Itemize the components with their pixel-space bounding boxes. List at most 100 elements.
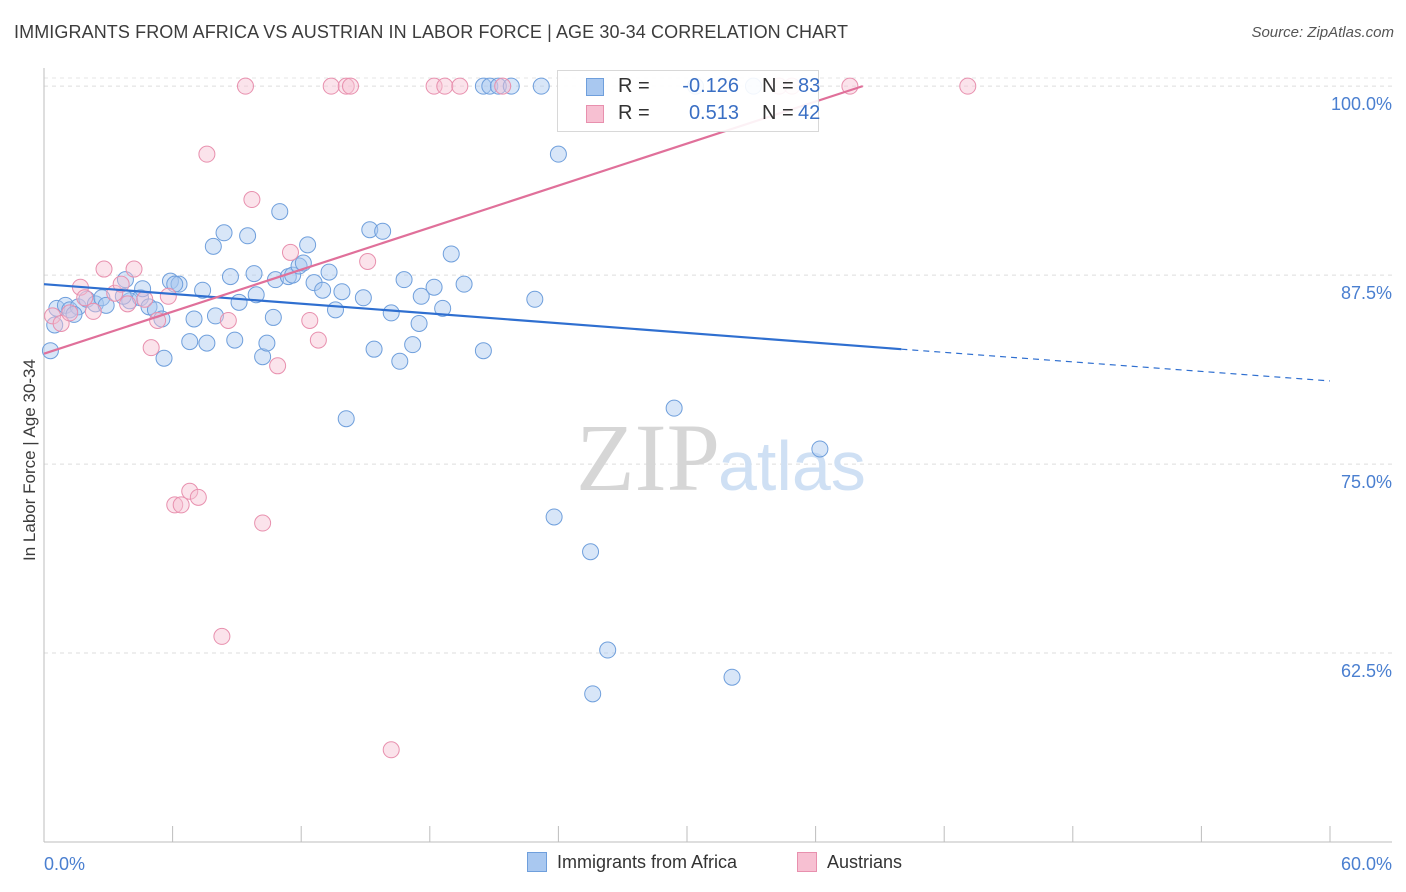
point-africa bbox=[185, 310, 203, 328]
point-africa bbox=[481, 77, 499, 95]
point-africa bbox=[665, 399, 683, 417]
point-africa bbox=[474, 342, 492, 360]
stats-box: R = -0.126 N = 83 R = 0.513 N = 42 bbox=[557, 70, 821, 132]
point-africa bbox=[410, 314, 428, 332]
point-austrians bbox=[219, 311, 237, 329]
point-austrians bbox=[159, 287, 177, 305]
point-africa bbox=[230, 293, 248, 311]
point-austrians bbox=[341, 77, 359, 95]
point-africa bbox=[526, 290, 544, 308]
y-tick-label: 62.5% bbox=[1341, 661, 1392, 681]
point-austrians bbox=[451, 77, 469, 95]
point-austrians bbox=[269, 357, 287, 375]
y-tick-label: 87.5% bbox=[1341, 283, 1392, 303]
n-value: 83 bbox=[798, 75, 821, 97]
point-africa bbox=[434, 299, 452, 317]
stats-swatch-austrians bbox=[586, 105, 604, 123]
point-africa bbox=[404, 336, 422, 354]
legend-swatch-austrians bbox=[797, 852, 817, 872]
point-africa bbox=[206, 307, 224, 325]
point-austrians bbox=[149, 311, 167, 329]
trend-line-africa-extrapolated bbox=[901, 348, 1331, 382]
point-africa bbox=[382, 304, 400, 322]
point-africa bbox=[181, 333, 199, 351]
point-africa bbox=[545, 508, 563, 526]
point-africa bbox=[215, 224, 233, 242]
point-africa bbox=[354, 289, 372, 307]
point-africa bbox=[299, 236, 317, 254]
point-austrians bbox=[198, 145, 216, 163]
axes bbox=[43, 68, 1392, 843]
legend-item-austrians[interactable]: Austrians bbox=[797, 852, 902, 873]
point-africa bbox=[221, 268, 239, 286]
point-austrians bbox=[436, 77, 454, 95]
y-tick-label: 75.0% bbox=[1341, 472, 1392, 492]
r-value: 0.513 bbox=[688, 102, 739, 124]
trend-line-africa bbox=[43, 283, 902, 351]
point-africa bbox=[455, 275, 473, 293]
point-africa bbox=[198, 334, 216, 352]
point-africa bbox=[258, 334, 276, 352]
point-austrians bbox=[76, 289, 94, 307]
r-value: -0.126 bbox=[682, 75, 739, 97]
legend-label-africa: Immigrants from Africa bbox=[557, 852, 738, 872]
point-austrians bbox=[181, 482, 199, 500]
point-austrians bbox=[172, 496, 190, 514]
point-africa bbox=[502, 77, 520, 95]
legend-item-africa[interactable]: Immigrants from Africa bbox=[527, 852, 737, 873]
point-africa bbox=[245, 265, 263, 283]
point-africa bbox=[474, 77, 492, 95]
point-africa bbox=[337, 410, 355, 428]
watermark-atlas: atlas bbox=[718, 427, 866, 505]
point-africa bbox=[584, 685, 602, 703]
x-tick-label: 0.0% bbox=[44, 854, 85, 874]
point-austrians bbox=[125, 260, 143, 278]
point-austrians bbox=[112, 275, 130, 293]
point-austrians bbox=[136, 290, 154, 308]
point-africa bbox=[412, 287, 430, 305]
point-africa bbox=[194, 281, 212, 299]
point-africa bbox=[247, 286, 265, 304]
point-africa bbox=[155, 349, 173, 367]
point-africa bbox=[333, 283, 351, 301]
point-africa bbox=[226, 331, 244, 349]
point-africa bbox=[723, 668, 741, 686]
point-austrians bbox=[213, 627, 231, 645]
point-africa bbox=[391, 352, 409, 370]
point-africa bbox=[582, 543, 600, 561]
n-value: 42 bbox=[798, 102, 821, 124]
data-points bbox=[41, 77, 977, 759]
point-africa bbox=[204, 237, 222, 255]
point-africa bbox=[532, 77, 550, 95]
point-austrians bbox=[494, 77, 512, 95]
point-africa bbox=[326, 301, 344, 319]
point-africa bbox=[489, 77, 507, 95]
point-africa bbox=[239, 227, 257, 245]
point-austrians bbox=[309, 331, 327, 349]
point-austrians bbox=[243, 191, 261, 209]
point-africa bbox=[599, 641, 617, 659]
point-africa bbox=[365, 340, 383, 358]
point-austrians bbox=[95, 260, 113, 278]
legend-label-austrians: Austrians bbox=[827, 852, 903, 872]
n-label: N = bbox=[762, 102, 794, 124]
point-austrians bbox=[959, 77, 977, 95]
n-label: N = bbox=[762, 75, 794, 97]
point-africa bbox=[320, 263, 338, 281]
x-tick-label: 60.0% bbox=[1341, 854, 1392, 874]
source-label: Source: ZipAtlas.com bbox=[1251, 24, 1394, 41]
point-austrians bbox=[236, 77, 254, 95]
tick-labels: 100.0% 87.5% 75.0% 62.5% 0.0% 60.0% bbox=[44, 94, 1392, 874]
point-austrians bbox=[189, 488, 207, 506]
chart-title: IMMIGRANTS FROM AFRICA VS AUSTRIAN IN LA… bbox=[14, 22, 849, 42]
point-africa bbox=[170, 275, 188, 293]
point-austrians bbox=[359, 253, 377, 270]
point-austrians bbox=[254, 514, 272, 532]
y-tick-label: 100.0% bbox=[1331, 94, 1392, 114]
point-africa bbox=[442, 245, 460, 263]
point-africa bbox=[425, 278, 443, 296]
point-africa bbox=[254, 348, 272, 366]
point-africa bbox=[811, 440, 829, 458]
point-africa bbox=[549, 145, 567, 163]
point-austrians bbox=[382, 741, 400, 759]
